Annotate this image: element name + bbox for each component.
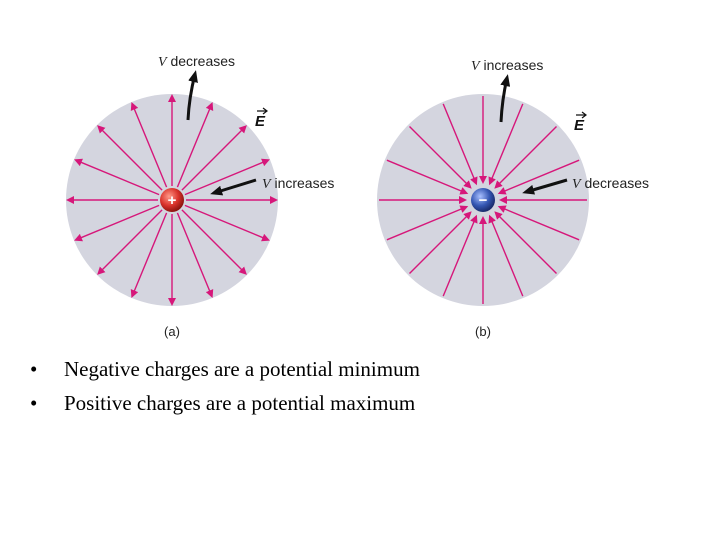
field-line (497, 159, 580, 195)
panel-a-vector-arrow-icon (257, 107, 268, 115)
panel-a-top-label-var: V (158, 55, 168, 70)
field-line (130, 102, 168, 188)
panel-a-side-label: V increases (262, 175, 334, 192)
field-line (494, 211, 557, 274)
field-line (442, 103, 478, 186)
panel-a-field-label-letter: E (255, 113, 266, 130)
field-line (181, 209, 247, 275)
panel-a-side-label-var: V (262, 177, 272, 192)
bullet-item: • Negative charges are a potential minimu… (30, 352, 420, 386)
bullet-text: Negative charges are a potential minimum (64, 357, 420, 381)
panel-b-top-label: V increases (471, 57, 543, 74)
bullet-marker: • (30, 357, 38, 381)
field-line (497, 205, 580, 241)
positive-charge-sign: + (168, 192, 177, 209)
field-line (97, 125, 163, 191)
field-line (176, 212, 214, 298)
panel-b-field-lines (379, 96, 587, 304)
bullet-text: Positive charges are a potential maximum (64, 391, 416, 415)
panel-a-side-label-text: increases (271, 175, 335, 191)
field-line (488, 103, 524, 186)
positive-charge (160, 188, 184, 212)
field-line (130, 212, 168, 298)
negative-charge (471, 188, 495, 212)
panel-b-vector-arrow-icon (576, 111, 587, 119)
panel-b-top-arrow (499, 74, 511, 123)
panel-a-side-arrow (210, 178, 257, 196)
negative-charge-sign: − (479, 192, 488, 209)
panel-b-top-label-text: increases (480, 57, 544, 73)
field-line (386, 205, 469, 241)
panel-b: − V increases E V decreases (b) (377, 57, 649, 339)
field-line (184, 158, 270, 196)
field-line (176, 102, 214, 188)
panel-a-caption: (a) (164, 324, 180, 339)
panel-a-top-label: V decreases (158, 53, 235, 70)
panel-a-top-arrow (186, 70, 198, 121)
panel-b-side-label-var: V (572, 177, 582, 192)
panel-a-top-label-text: decreases (167, 53, 235, 69)
panel-a-field-lines (66, 94, 278, 306)
field-line (74, 158, 160, 196)
panel-a-field-label: E (255, 107, 268, 130)
field-line (409, 211, 472, 274)
panel-a: + V decreases E V increases (a) (66, 53, 334, 339)
field-line (442, 214, 478, 297)
field-line (74, 204, 160, 242)
bullet-marker: • (30, 391, 38, 415)
field-line (181, 125, 247, 191)
panel-b-top-label-var: V (471, 59, 481, 74)
panel-b-field-label: E (574, 111, 587, 134)
field-line (409, 126, 472, 189)
bullet-item: • Positive charges are a potential maximu… (30, 386, 420, 420)
field-line (97, 209, 163, 275)
bullet-list: • Negative charges are a potential minimu… (30, 352, 420, 420)
field-line (488, 214, 524, 297)
panel-b-side-label: V decreases (572, 175, 649, 192)
field-line (184, 204, 270, 242)
panel-b-field-label-letter: E (574, 117, 585, 134)
panel-b-caption: (b) (475, 324, 491, 339)
panel-b-side-arrow (522, 178, 568, 195)
panel-b-side-label-text: decreases (581, 175, 649, 191)
field-line (494, 126, 557, 189)
field-line (386, 159, 469, 195)
